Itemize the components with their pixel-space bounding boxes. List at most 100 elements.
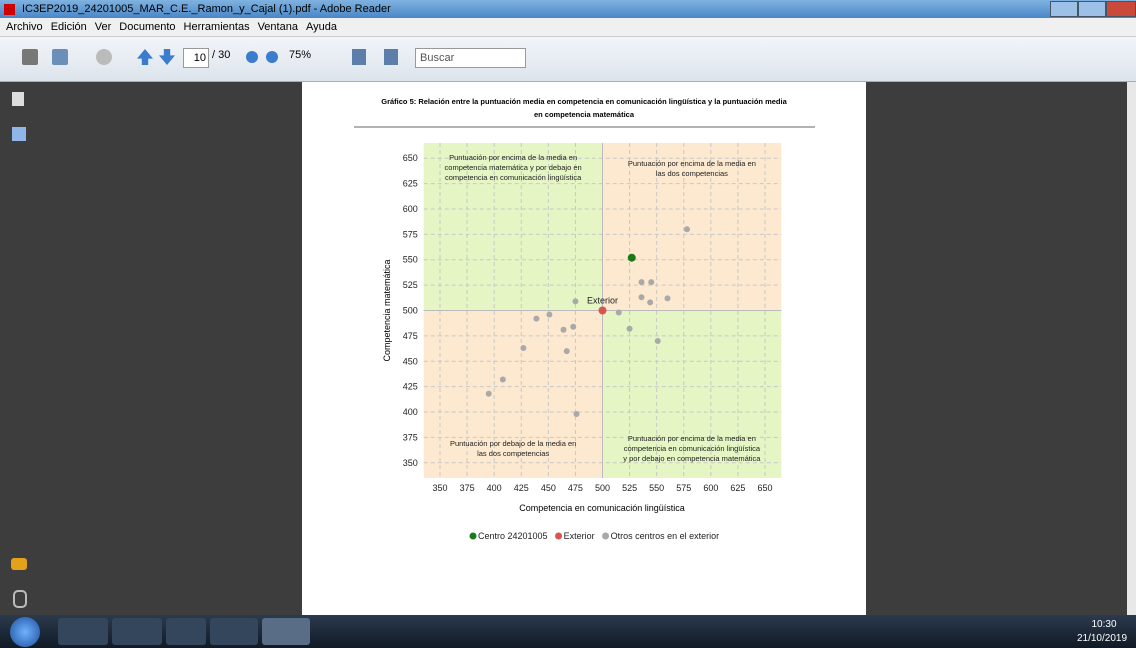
comment-button[interactable] (96, 49, 112, 65)
x-tick-label: 625 (730, 483, 745, 493)
legend-marker (469, 532, 477, 540)
menu-item[interactable]: Ayuda (305, 21, 337, 33)
legend-marker (602, 532, 610, 540)
clock-date: 21/10/2019 (1076, 633, 1128, 644)
quadrant-label: competencia matemática y por debajo en (445, 163, 582, 172)
legend-label: Centro 24201005 (478, 531, 548, 541)
word-task[interactable] (210, 618, 258, 645)
data-point (647, 299, 654, 306)
menu-item[interactable]: Documento (119, 21, 176, 33)
minimize[interactable] (1050, 1, 1078, 17)
pages-panel-icon[interactable] (12, 92, 24, 106)
search-box[interactable]: Buscar (415, 48, 526, 68)
fit-width[interactable] (352, 49, 366, 65)
y-tick-label: 500 (403, 306, 418, 316)
attachments-icon[interactable] (12, 127, 26, 141)
x-tick-label: 500 (595, 483, 610, 493)
close[interactable] (1106, 1, 1136, 17)
x-tick-label: 600 (703, 483, 718, 493)
pdf-page: Gráfico 5: Relación entre la puntuación … (302, 82, 866, 615)
quadrant-label: Puntuación por debajo de la media en (450, 439, 576, 448)
y-tick-label: 475 (403, 331, 418, 341)
quadrant-label: Puntuación por encima de la media en (628, 434, 756, 443)
data-point (638, 294, 645, 301)
page-total: / 30 (212, 49, 231, 61)
y-tick-label: 575 (403, 229, 418, 239)
chrome-task[interactable] (58, 618, 108, 645)
chart-title: Gráfico 5: Relación entre la puntuación … (381, 97, 787, 106)
menu-bar: Archivo Edición Ver Documento Herramientas Ve… (0, 18, 1136, 37)
taskbar: 10:30 21/10/2019 (0, 615, 1136, 648)
quadrant-label: Puntuación por encima de la media en (628, 159, 756, 168)
quadrant-label: Puntuación por encima de la media en (449, 153, 577, 162)
scrollbar[interactable] (1127, 82, 1136, 615)
share-button[interactable] (52, 49, 68, 65)
y-tick-label: 525 (403, 280, 418, 290)
data-point (560, 326, 567, 333)
data-point (627, 253, 636, 262)
x-tick-label: 450 (541, 483, 556, 493)
zoom-out[interactable] (246, 51, 258, 63)
data-point (570, 323, 577, 330)
data-point (573, 411, 580, 418)
window-title: IC3EP2019_24201005_MAR_C.E._Ramon_y_Caja… (22, 3, 391, 15)
data-point (572, 298, 579, 305)
data-point (684, 226, 690, 233)
point-label: Exterior (587, 296, 618, 306)
clip-icon[interactable] (13, 590, 27, 608)
archive-task[interactable] (112, 618, 162, 645)
data-point (654, 337, 661, 344)
legend-label: Exterior (564, 531, 595, 541)
legend-label: Otros centros en el exterior (611, 531, 720, 541)
quadrant-label: las dos competencias (656, 169, 728, 178)
title-bar: IC3EP2019_24201005_MAR_C.E._Ramon_y_Caja… (0, 0, 1136, 18)
x-tick-label: 475 (568, 483, 583, 493)
data-point (499, 376, 506, 383)
x-tick-label: 375 (460, 483, 475, 493)
y-tick-label: 625 (403, 179, 418, 189)
menu-item[interactable]: Ventana (257, 21, 298, 33)
toolbar: 10 / 30 75% Buscar (0, 37, 1136, 82)
data-point (563, 348, 570, 355)
menu-item[interactable]: Herramientas (183, 21, 250, 33)
data-point (615, 309, 622, 316)
comments-icon[interactable] (11, 558, 27, 570)
menu-item[interactable]: Archivo (6, 21, 43, 33)
print-button[interactable] (22, 49, 38, 65)
page-input[interactable]: 10 (183, 48, 209, 68)
menu-item[interactable]: Ver (94, 21, 112, 33)
start-button[interactable] (10, 617, 40, 647)
y-tick-label: 400 (403, 407, 418, 417)
quadrant-label: y por debajo en competencia matemática (623, 454, 761, 463)
fit-page[interactable] (384, 49, 398, 65)
explorer-task[interactable] (166, 618, 206, 645)
chart: Gráfico 5: Relación entre la puntuación … (354, 97, 815, 541)
data-point (626, 325, 633, 332)
zoom-level[interactable]: 75% (289, 49, 312, 61)
quadrant-label: competencia en comunicación lingüística (445, 173, 582, 182)
zoom-in[interactable] (266, 51, 278, 63)
y-tick-label: 550 (403, 255, 418, 265)
data-point (638, 279, 645, 286)
quadrant (423, 310, 603, 478)
quadrant (602, 310, 782, 478)
x-tick-label: 525 (622, 483, 637, 493)
next-page[interactable] (159, 49, 175, 65)
y-tick-label: 450 (403, 356, 418, 366)
y-axis-label: Competencia matemática (382, 259, 392, 361)
quadrant (423, 143, 603, 311)
y-tick-label: 600 (403, 204, 418, 214)
maximize[interactable] (1078, 1, 1106, 17)
y-tick-label: 375 (403, 432, 418, 442)
menu-item[interactable]: Edición (50, 21, 87, 33)
x-tick-label: 650 (757, 483, 772, 493)
quadrant-label: competencia en comunicación lingüística (624, 444, 761, 453)
reader-task[interactable] (262, 618, 310, 645)
chart-title: en competencia matemática (534, 110, 635, 119)
y-tick-label: 650 (403, 153, 418, 163)
x-axis-label: Competencia en comunicación lingüística (519, 503, 685, 513)
y-tick-label: 350 (403, 458, 418, 468)
prev-page[interactable] (137, 49, 153, 65)
data-point (546, 311, 553, 318)
